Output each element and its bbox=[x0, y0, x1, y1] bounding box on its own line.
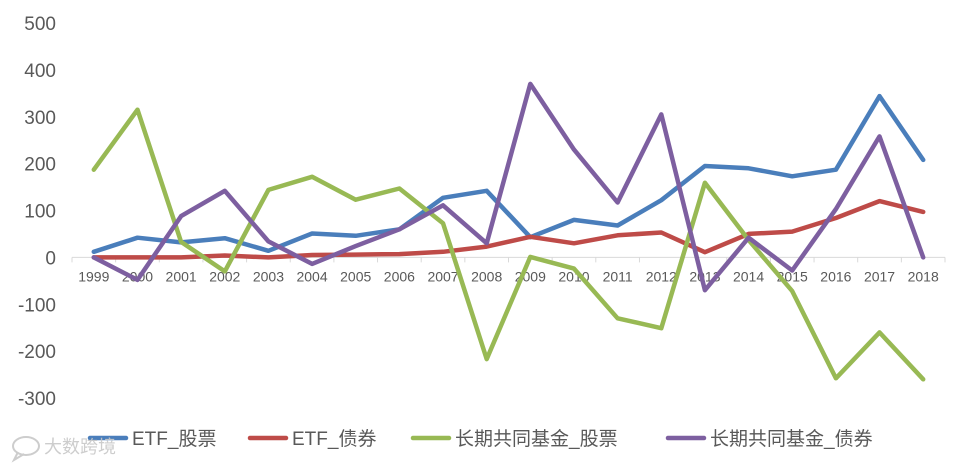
x-tick-label: 2016 bbox=[820, 268, 851, 284]
legend-label: 长期共同基金_债券 bbox=[710, 428, 873, 450]
x-tick-label: 2007 bbox=[427, 268, 458, 284]
series-line-3 bbox=[91, 107, 926, 382]
series-line-4 bbox=[91, 81, 926, 293]
watermark: 大数跨境 bbox=[11, 436, 116, 463]
series-layer bbox=[91, 81, 926, 382]
y-tick-label: 500 bbox=[24, 14, 56, 35]
x-tick-label: 2003 bbox=[253, 268, 284, 284]
series-line-2 bbox=[91, 198, 926, 260]
x-axis: 1999 2000 2001 2002 2003 2004 2005 2006 2007 2008… bbox=[71, 256, 946, 284]
y-tick-label: -200 bbox=[18, 342, 56, 363]
legend-label: 长期共同基金_股票 bbox=[455, 428, 618, 450]
legend-label: ETF_债券 bbox=[292, 428, 376, 450]
y-tick-label: 300 bbox=[24, 108, 56, 129]
x-tick-label: 2006 bbox=[384, 268, 415, 284]
chat-bubble-icon bbox=[11, 436, 40, 463]
legend: ETF_股票 ETF_债券 长期共同基金_股票 长期共同基金_债券 bbox=[87, 428, 873, 450]
y-tick-label: 0 bbox=[45, 248, 56, 269]
series-line-1 bbox=[91, 93, 926, 255]
legend-label: ETF_股票 bbox=[132, 429, 216, 450]
y-axis: 500 400 300 200 100 0 -100 -200 -300 bbox=[18, 14, 56, 410]
x-tick-label: 2018 bbox=[908, 268, 939, 284]
x-tick-label: 2014 bbox=[733, 268, 764, 284]
x-tick-label: 2017 bbox=[864, 268, 895, 284]
x-tick-label: 1999 bbox=[78, 268, 109, 284]
y-tick-label: 400 bbox=[24, 61, 56, 82]
x-tick-label: 2012 bbox=[646, 268, 677, 284]
x-tick-label: 2008 bbox=[471, 268, 502, 284]
y-tick-label: -100 bbox=[18, 295, 56, 316]
y-tick-label: 100 bbox=[24, 202, 56, 223]
y-tick-label: -300 bbox=[18, 389, 56, 410]
x-tick-label: 2005 bbox=[340, 268, 371, 284]
watermark-text: 大数跨境 bbox=[44, 437, 116, 457]
y-tick-label: 200 bbox=[24, 155, 56, 176]
x-tick-label: 2001 bbox=[166, 268, 197, 284]
x-tick-label: 2002 bbox=[209, 268, 240, 284]
x-tick-label: 2011 bbox=[603, 268, 633, 284]
x-tick-label: 2004 bbox=[296, 268, 327, 284]
